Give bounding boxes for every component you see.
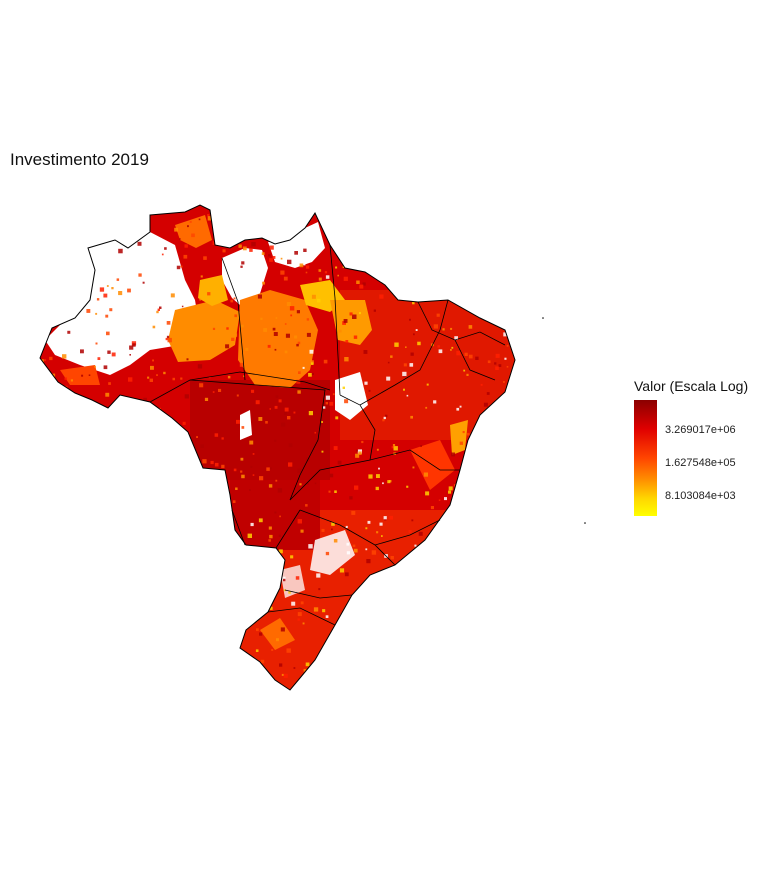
map-title: Investimento 2019: [10, 150, 149, 169]
legend-tick: [657, 463, 662, 464]
legend-tick-label: 3.269017e+06: [665, 424, 736, 436]
legend-title: Valor (Escala Log): [634, 378, 749, 394]
color-legend: Valor (Escala Log) 3.269017e+06 1.627548e…: [634, 378, 749, 516]
island-dot: [584, 522, 586, 524]
legend-tick-label: 8.103084e+03: [665, 490, 736, 502]
legend-color-bar: [634, 400, 657, 516]
legend-tick: [657, 496, 662, 497]
legend-tick: [657, 430, 662, 431]
municipality-fill-layer: [40, 205, 515, 690]
state-borders: [149, 244, 506, 626]
legend-tick-label: 1.627548e+05: [665, 457, 736, 469]
island-dot: [542, 317, 544, 319]
